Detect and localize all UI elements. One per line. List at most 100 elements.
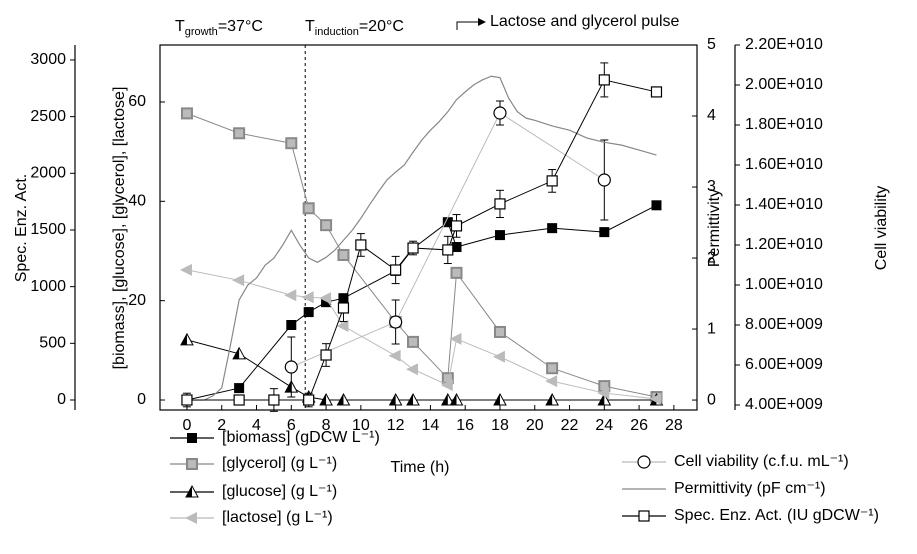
marker [492, 350, 505, 363]
marker [545, 392, 559, 406]
y-tick-label: 8.00E+009 [745, 316, 823, 333]
legend-label: [biomass] (gDCW L⁻¹) [222, 429, 380, 446]
x-tick-label: 16 [456, 417, 474, 434]
marker [355, 239, 367, 251]
marker [185, 512, 197, 524]
x-tick-label: 24 [595, 417, 613, 434]
y-tick-label: 0 [57, 391, 66, 408]
marker [321, 297, 332, 308]
marker [319, 392, 333, 406]
x-tick-label: 10 [352, 417, 370, 434]
marker [234, 383, 245, 394]
y-tick-label: 2000 [30, 165, 66, 182]
marker [450, 220, 463, 232]
marker [442, 244, 454, 256]
y-tick-label: 2.00E+010 [745, 76, 823, 93]
x-tick-label: 8 [322, 417, 331, 434]
temperature-annotation: Tinduction=20°C [305, 18, 404, 38]
y-tick-label: 2.20E+010 [745, 36, 823, 53]
marker [546, 362, 559, 375]
series-line [186, 339, 657, 401]
y-tick-label: 1.00E+010 [745, 276, 823, 293]
marker [494, 198, 506, 210]
legend-label: Spec. Enz. Act. (IU gDCW⁻¹) [674, 507, 879, 524]
x-tick-label: 26 [630, 417, 648, 434]
marker [407, 335, 420, 348]
marker [451, 242, 462, 253]
annotation-symbol: T [175, 18, 185, 35]
legend-entry: [lactose] (g L⁻¹) [170, 509, 333, 526]
y-tick-label: 0 [707, 391, 716, 408]
x-tick-label: 6 [287, 417, 296, 434]
marker [185, 484, 199, 498]
marker [286, 320, 297, 331]
marker [179, 263, 192, 276]
marker [180, 107, 193, 120]
marker [597, 173, 611, 187]
x-tick-label: 18 [491, 417, 509, 434]
annotation-rest: =20°C [359, 18, 404, 35]
x-tick-label: 22 [561, 417, 579, 434]
marker [284, 289, 297, 302]
marker [449, 332, 462, 345]
x-axis-title: Time (h) [391, 459, 450, 476]
legend-entry: Permittivity (pF cm⁻¹) [622, 480, 826, 497]
enz-axis-title: Spec. Enz. Act. [13, 174, 30, 283]
y-tick-label: 2500 [30, 108, 66, 125]
y-tick-label: 20 [128, 292, 146, 309]
annotation-subscript: induction [315, 26, 359, 38]
marker [233, 394, 245, 406]
marker [650, 86, 663, 98]
marker [493, 392, 507, 406]
marker [232, 274, 245, 287]
marker [336, 320, 349, 333]
plot-frame [159, 44, 698, 411]
marker [547, 223, 558, 234]
marker [407, 242, 419, 254]
annotation-rest: =37°C [218, 18, 263, 35]
marker [406, 392, 420, 406]
y-tick-label: 1.20E+010 [745, 236, 823, 253]
y-tick-label: 1.80E+010 [745, 116, 823, 133]
y-tick-label: 1000 [30, 278, 66, 295]
marker [285, 137, 298, 150]
marker [440, 392, 455, 406]
marker [597, 392, 612, 406]
marker [651, 200, 662, 211]
permittivity-axis-title: Permittivity [706, 189, 723, 267]
x-tick-label: 20 [526, 417, 544, 434]
marker [406, 363, 419, 376]
marker [388, 349, 401, 362]
x-tick-label: 2 [217, 417, 226, 434]
marker-part [546, 394, 553, 406]
annotation-subscript: growth [185, 26, 218, 38]
marker [597, 387, 610, 400]
legend-label: Cell viability (c.f.u. mL⁻¹) [674, 453, 849, 470]
y-tick-label: 5 [707, 36, 716, 53]
x-tick-label: 12 [387, 417, 405, 434]
legend-label: [glycerol] (g L⁻¹) [222, 455, 337, 472]
viability-axis-title: Cell viability [873, 186, 890, 270]
marker [450, 266, 463, 279]
marker [181, 394, 193, 406]
y-tick-label: 4 [707, 107, 716, 124]
series-line [186, 75, 657, 401]
marker [336, 392, 351, 406]
marker [320, 349, 332, 361]
marker [180, 332, 194, 346]
series-line [186, 79, 657, 401]
x-tick-label: 14 [422, 417, 440, 434]
legend-entry: [glycerol] (g L⁻¹) [170, 455, 337, 472]
legend-entry: [glucose] (g L⁻¹) [170, 483, 337, 500]
marker [284, 360, 298, 374]
marker [546, 175, 558, 187]
marker [320, 219, 333, 232]
marker [232, 346, 246, 360]
marker [649, 393, 662, 406]
x-tick-label: 28 [665, 417, 683, 434]
y-tick-label: 1.60E+010 [745, 156, 823, 173]
marker-part [407, 394, 414, 406]
marker [337, 248, 350, 261]
marker-part [389, 394, 396, 406]
